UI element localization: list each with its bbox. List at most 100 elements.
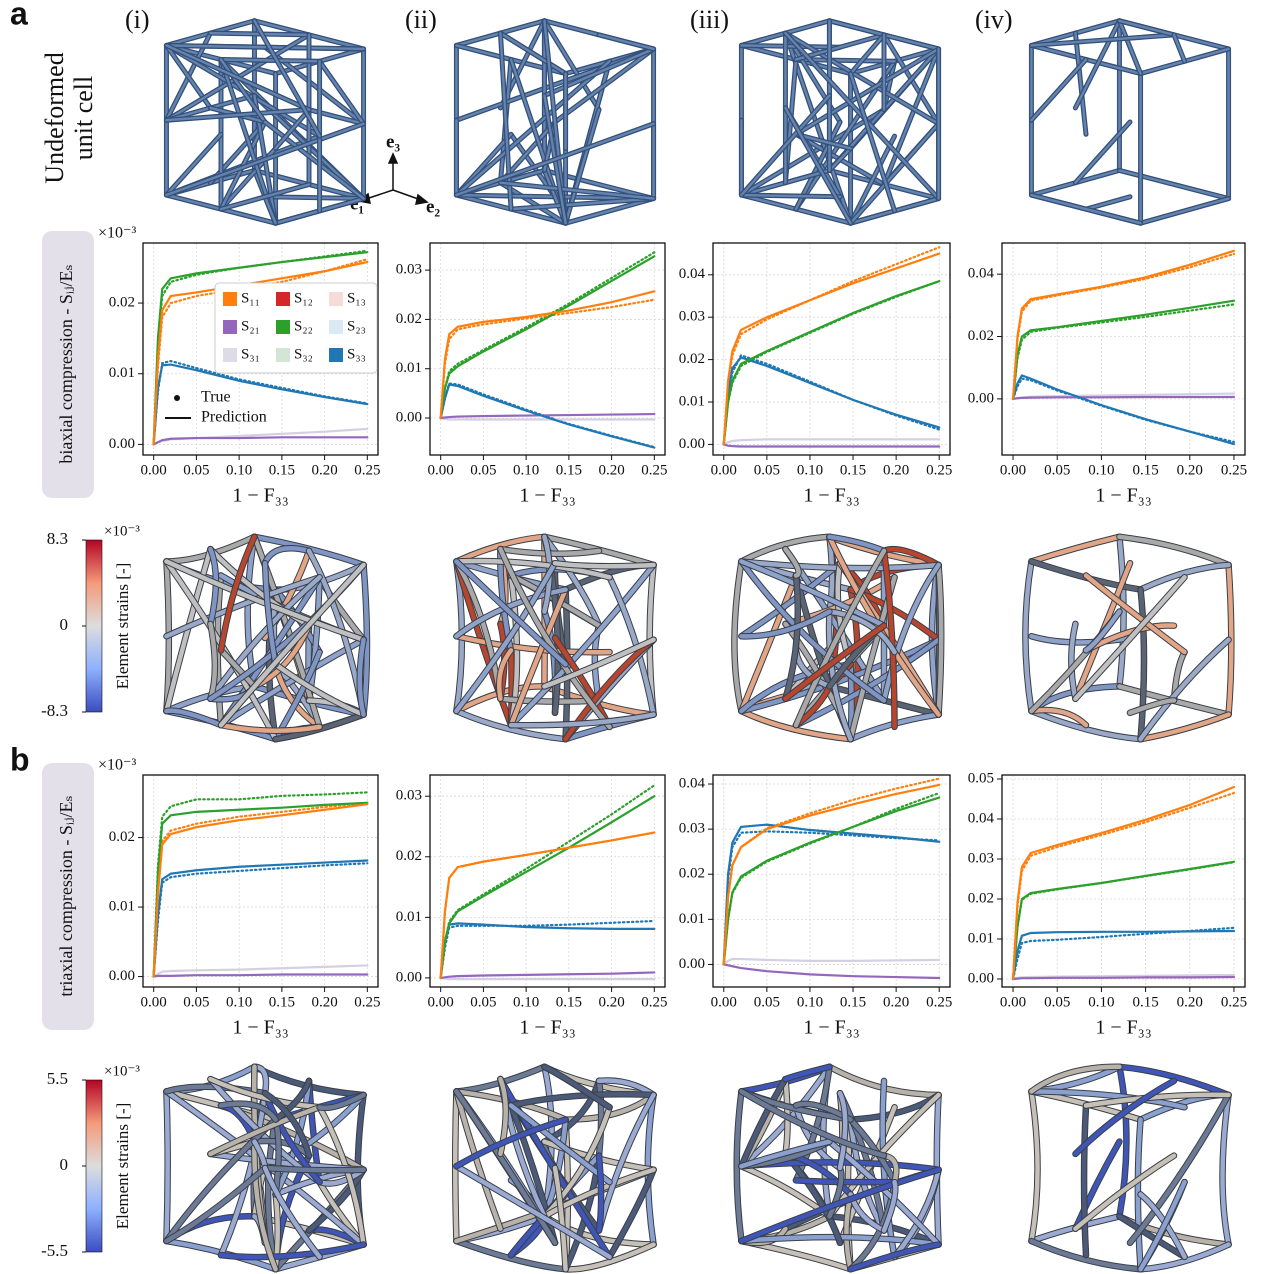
- strut: [739, 1076, 788, 1169]
- strut: [827, 609, 897, 655]
- strut: [164, 575, 322, 639]
- strut: [273, 1078, 312, 1197]
- x-tick-label: 0.15: [269, 994, 295, 1010]
- series-line: [439, 412, 656, 420]
- lattice: [163, 1063, 367, 1273]
- strut: [454, 534, 547, 564]
- series-line: [1011, 926, 1236, 981]
- series-line: [439, 795, 656, 980]
- series-line: [722, 830, 941, 966]
- x-tick-label: 0.00: [141, 462, 167, 478]
- x-tick-label: 0.05: [754, 994, 780, 1010]
- y-tick-label: 0.01: [396, 360, 422, 376]
- strut: [253, 19, 321, 138]
- plot-frame: [429, 242, 666, 456]
- strut: [164, 559, 366, 643]
- legend-label: S₃₃: [347, 346, 366, 362]
- y-tick-label: 0.03: [396, 788, 422, 804]
- strut: [1030, 33, 1176, 47]
- x-tick-label: 0.05: [470, 994, 496, 1010]
- strut: [794, 47, 940, 136]
- strut: [739, 1234, 941, 1247]
- strut: [1117, 534, 1126, 689]
- legend-swatch: [329, 348, 343, 362]
- y-tick-label: 0.05: [968, 770, 994, 786]
- x-tick-label: 0.15: [1132, 462, 1158, 478]
- strut: [273, 662, 366, 717]
- strut: [499, 31, 513, 211]
- series-line: [439, 919, 656, 980]
- strut: [263, 195, 365, 200]
- strut: [1138, 587, 1147, 742]
- y-tick-label: 0.00: [396, 409, 422, 425]
- strut: [828, 147, 852, 172]
- x-tick-label: 0.15: [556, 462, 582, 478]
- strut: [318, 60, 365, 125]
- strut: [1074, 120, 1132, 184]
- lattice: [163, 533, 371, 743]
- strut: [262, 1165, 322, 1260]
- strut: [1029, 1214, 1122, 1244]
- strut: [262, 560, 278, 667]
- strut: [739, 559, 887, 703]
- x-tick-label: 0.20: [1177, 462, 1203, 478]
- strut: [219, 183, 311, 211]
- series-line: [152, 973, 369, 978]
- strut: [263, 120, 365, 200]
- panel-label: b: [10, 741, 30, 777]
- series-line: [439, 784, 656, 980]
- strut: [1083, 1092, 1231, 1108]
- ylabel-box: [42, 231, 94, 498]
- strut: [208, 621, 218, 701]
- strut: [783, 1064, 832, 1082]
- strut: [454, 633, 612, 655]
- strut: [215, 573, 224, 728]
- series-line: [152, 964, 369, 978]
- strut: [1118, 19, 1142, 75]
- strut: [1172, 33, 1186, 63]
- y-tick-label: 0.00: [968, 970, 994, 986]
- series-line: [722, 252, 941, 446]
- series-line: [1011, 975, 1236, 981]
- x-tick-label: 0.10: [226, 994, 252, 1010]
- strut: [934, 1092, 941, 1247]
- y-tick-label: 0.02: [679, 351, 705, 367]
- x-tick-label: 0.15: [269, 462, 295, 478]
- strut: [509, 197, 655, 211]
- strut: [1073, 1153, 1177, 1231]
- strut: [740, 193, 842, 199]
- colorbar-tick-label: -8.3: [41, 701, 68, 720]
- strut: [936, 562, 944, 717]
- x-tick-label: 0.25: [354, 994, 380, 1010]
- strut: [454, 560, 558, 714]
- series-line: [722, 356, 941, 446]
- series-line: [1011, 395, 1236, 400]
- lattice: [453, 533, 657, 743]
- series-line: [1011, 377, 1236, 444]
- y-tick-label: 0.01: [109, 899, 135, 915]
- strut: [508, 1092, 656, 1108]
- x-tick-label: 0.20: [1177, 994, 1203, 1010]
- strut: [1226, 562, 1234, 717]
- strut: [740, 94, 831, 197]
- series-line: [439, 255, 656, 420]
- series-line: [152, 436, 369, 446]
- strut: [739, 609, 832, 639]
- x-tick-label: 0.10: [513, 994, 539, 1010]
- panel-label: a: [10, 0, 28, 31]
- legend-label: S₁₁: [241, 290, 260, 306]
- strut: [219, 58, 321, 63]
- strut: [1083, 609, 1122, 653]
- strut: [827, 534, 887, 554]
- basis-label: e₃: [386, 131, 400, 152]
- series-line: [1011, 252, 1236, 400]
- y-tick-label: 0.00: [679, 956, 705, 972]
- legend-label: S₂₃: [347, 318, 366, 334]
- series-line: [722, 791, 941, 966]
- column-label: (i): [125, 5, 150, 34]
- strut: [208, 1105, 322, 1157]
- strut: [1220, 1092, 1231, 1247]
- strut: [732, 559, 744, 714]
- legend-swatch: [276, 320, 290, 334]
- legend-label: S₃₁: [241, 346, 260, 362]
